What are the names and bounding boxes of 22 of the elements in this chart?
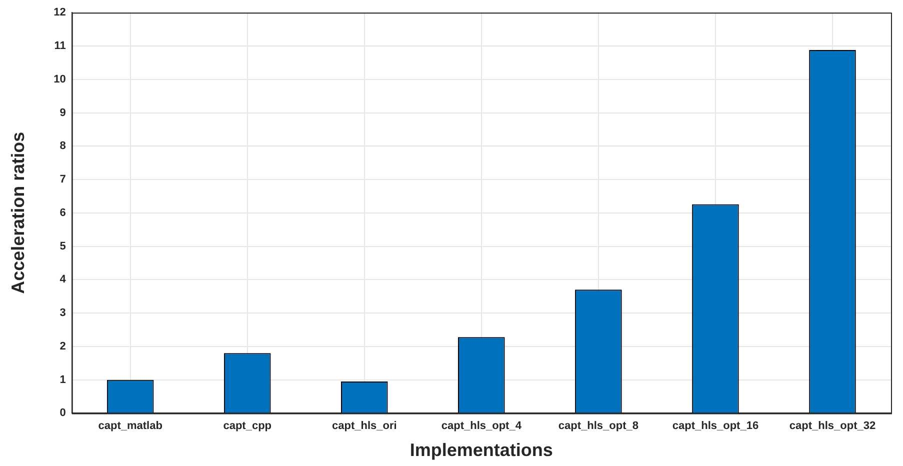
x-tick-label: capt_hls_opt_32 — [789, 420, 876, 432]
y-tick-label: 6 — [60, 206, 66, 219]
y-tick-label: 0 — [60, 407, 66, 420]
y-axis-title: Acceleration ratios — [8, 132, 28, 294]
x-axis-title: Implementations — [410, 440, 553, 460]
y-tick-label: 9 — [60, 106, 66, 119]
x-tick-label: capt_hls_opt_16 — [672, 420, 759, 432]
x-tick-label: capt_matlab — [98, 420, 163, 432]
y-tick-label: 11 — [54, 40, 66, 52]
x-tick-label: capt_hls_ori — [332, 420, 397, 432]
y-tick-label: 12 — [54, 6, 66, 19]
x-tick-label: capt_cpp — [223, 420, 272, 432]
y-tick-label: 7 — [60, 174, 66, 186]
x-tick-label: capt_hls_opt_4 — [441, 420, 522, 432]
y-tick-label: 10 — [54, 73, 66, 86]
y-tick-label: 4 — [60, 274, 67, 286]
y-tick-label: 2 — [60, 340, 66, 352]
y-tick-label: 1 — [60, 374, 66, 386]
x-tick-label: capt_hls_opt_8 — [558, 420, 638, 432]
y-tick-label: 8 — [60, 140, 66, 152]
y-tick-label: 5 — [60, 240, 66, 252]
y-tick-label: 3 — [60, 307, 66, 320]
